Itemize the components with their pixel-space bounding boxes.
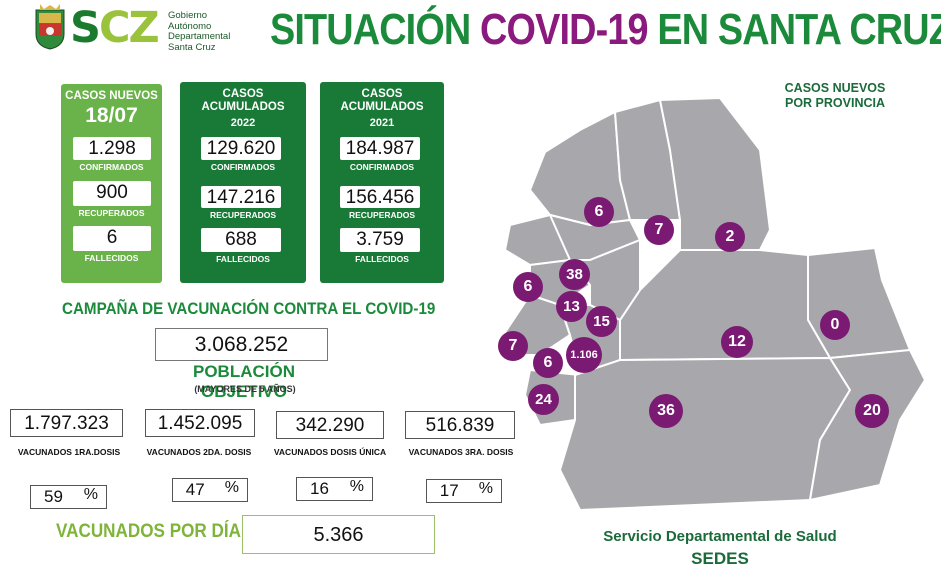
new-cases-date: 18/07 [85, 104, 138, 127]
province-region [569, 239, 641, 321]
dose3-value: 516.839 [405, 411, 515, 439]
province-badge: 24 [528, 384, 559, 415]
province-region [559, 357, 851, 511]
cumulative-2021-card: CASOS ACUMULADOS 2021 184.987 CONFIRMADO… [320, 82, 444, 283]
footer-acronym: SEDES [691, 549, 749, 568]
province-badge: 20 [855, 394, 889, 428]
province-badge: 36 [649, 394, 683, 428]
page-title: SITUACIÓN COVID-19 EN SANTA CRUZ [270, 5, 941, 54]
province-region [659, 97, 771, 251]
c2021-recovered-value: 156.456 [340, 186, 420, 208]
cumulative-2022-year: 2022 [230, 117, 256, 129]
new-deaths-label: FALLECIDOS [84, 253, 139, 263]
cumulative-2022-heading: CASOS ACUMULADOS [201, 88, 285, 113]
c2021-confirmed-value: 184.987 [340, 137, 420, 160]
c2022-confirmed-label: CONFIRMADOS [210, 162, 276, 172]
cumulative-2021-year: 2021 [369, 117, 395, 129]
province-badge: 7 [644, 215, 674, 245]
coat-of-arms-icon [34, 4, 66, 50]
target-population-value: 3.068.252 [155, 328, 328, 361]
province-badge: 7 [498, 331, 528, 361]
province-badge: 38 [559, 259, 590, 290]
new-cases-heading: CASOS NUEVOS [65, 90, 158, 102]
c2022-deaths-value: 688 [201, 228, 281, 252]
c2021-confirmed-label: CONFIRMADOS [349, 162, 415, 172]
province-badge: 2 [715, 222, 745, 252]
new-deaths-value: 6 [73, 226, 151, 251]
new-cases-card: CASOS NUEVOS 18/07 1.298 CONFIRMADOS 900… [61, 84, 162, 283]
province-region [807, 247, 911, 359]
dose3-percent: 17% [426, 479, 502, 503]
daily-vaccinated-label: VACUNADOS POR DÍA [56, 521, 241, 542]
target-population-label: POBLACIÓN OBJETIVO [193, 362, 295, 401]
new-recovered-value: 900 [73, 181, 151, 206]
c2022-recovered-value: 147.216 [201, 186, 281, 208]
province-region [529, 111, 631, 226]
dose1-label: VACUNADOS 1RA.DOSIS [17, 447, 121, 457]
dose1-value: 1.797.323 [10, 409, 123, 437]
footer-organization: Servicio Departamental de Salud [603, 528, 837, 545]
new-confirmed-value: 1.298 [73, 137, 151, 160]
province-badge: 15 [586, 306, 617, 337]
province-badge: 12 [721, 326, 753, 358]
logo-caption: Gobierno Autónomo Departamental Santa Cr… [168, 10, 231, 53]
c2022-confirmed-value: 129.620 [201, 137, 281, 160]
province-badge: 0 [820, 310, 850, 340]
province-badge: 6 [584, 197, 614, 227]
cumulative-2021-heading: CASOS ACUMULADOS [340, 88, 424, 113]
province-badge: 1.106 [566, 337, 602, 373]
c2021-deaths-value: 3.759 [340, 228, 420, 252]
dose-single-label: VACUNADOS DOSIS ÚNICA [273, 447, 387, 457]
province-badge: 6 [513, 272, 543, 302]
province-badge: 13 [556, 291, 587, 322]
new-confirmed-label: CONFIRMADOS [79, 162, 144, 172]
daily-vaccinated-value: 5.366 [242, 515, 435, 554]
dose-single-percent: 16% [296, 477, 373, 501]
new-recovered-label: RECUPERADOS [78, 208, 145, 218]
logo-wordmark: SCZ [70, 3, 160, 53]
target-population-sub: (MAYORES DE 5 AÑOS) [194, 384, 296, 394]
dose2-value: 1.452.095 [145, 409, 255, 437]
c2022-recovered-label: RECUPERADOS [209, 210, 277, 220]
dose3-label: VACUNADOS 3RA. DOSIS [408, 447, 514, 457]
campaign-title: CAMPAÑA DE VACUNACIÓN CONTRA EL COVID-19 [62, 300, 436, 318]
dose2-percent: 47% [172, 478, 248, 502]
c2021-recovered-label: RECUPERADOS [348, 210, 416, 220]
province-badge: 6 [533, 348, 563, 378]
dose1-percent: 59% [30, 485, 107, 509]
map-title: CASOS NUEVOS POR PROVINCIA [784, 81, 886, 110]
dose-single-value: 342.290 [276, 411, 384, 439]
c2022-deaths-label: FALLECIDOS [216, 254, 270, 264]
cumulative-2022-card: CASOS ACUMULADOS 2022 129.620 CONFIRMADO… [180, 82, 306, 283]
c2021-deaths-label: FALLECIDOS [355, 254, 409, 264]
dose2-label: VACUNADOS 2DA. DOSIS [146, 447, 252, 457]
